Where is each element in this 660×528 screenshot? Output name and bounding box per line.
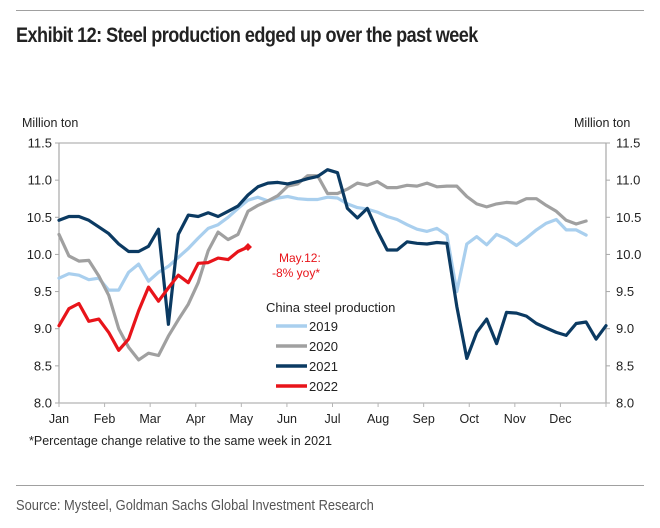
series-line-2021 [57, 168, 608, 360]
right-y-tick-label: 11.0 [616, 173, 640, 188]
left-y-tick-label: 11.0 [28, 173, 52, 188]
x-tick-label: Jun [277, 412, 297, 426]
left-y-tick-label: 9.5 [34, 284, 52, 299]
legend-label-2021: 2021 [309, 359, 338, 374]
legend: China steel production 2019 2020 2021 2022 [266, 300, 395, 394]
right-y-tick-label: 11.5 [616, 136, 640, 151]
top-divider [16, 10, 644, 11]
series-line-2020 [57, 174, 588, 362]
legend-title: China steel production [266, 300, 395, 315]
axes: 8.0 8.0 8.5 8.5 9.0 9.0 9.5 9.5 10.0 10.0 10.5 10.5… [27, 136, 642, 427]
left-y-tick-label: 9.0 [34, 321, 52, 336]
x-tick-label: Dec [549, 412, 571, 426]
annotation-line1: May.12: [279, 251, 321, 265]
annotation: May.12: -8% yoy* [272, 251, 321, 280]
legend-label-2020: 2020 [309, 339, 338, 354]
x-tick-label: Aug [367, 412, 389, 426]
right-y-tick-label: 10.5 [616, 210, 641, 225]
footnote: *Percentage change relative to the same … [29, 434, 332, 448]
x-tick-label: Jan [49, 412, 69, 426]
bottom-divider [16, 485, 644, 486]
right-y-tick-label: 8.5 [616, 358, 634, 373]
left-y-tick-label: 10.5 [27, 210, 52, 225]
right-y-tick-label: 8.0 [616, 396, 634, 411]
chart-title: Exhibit 12: Steel production edged up ov… [16, 24, 478, 47]
x-tick-label: Mar [139, 412, 161, 426]
left-y-tick-label: 10.0 [27, 247, 52, 262]
x-tick-label: Nov [504, 412, 527, 426]
left-axis-unit: Million ton [22, 116, 79, 130]
series-line-2019 [57, 194, 588, 294]
x-tick-label: Apr [186, 412, 205, 426]
x-tick-label: Sep [413, 412, 435, 426]
series-line-2022 [57, 245, 250, 352]
annotation-line2: -8% yoy* [272, 266, 320, 280]
series-layer [57, 168, 608, 362]
x-tick-label: Oct [460, 412, 480, 426]
x-tick-label: Jul [325, 412, 341, 426]
right-axis-unit: Million ton [574, 116, 631, 130]
legend-label-2019: 2019 [309, 319, 338, 334]
series-end-marker-2022 [243, 243, 252, 251]
source-note: Source: Mysteel, Goldman Sachs Global In… [16, 497, 374, 514]
legend-label-2022: 2022 [309, 379, 338, 394]
right-y-tick-label: 9.5 [616, 284, 634, 299]
left-y-tick-label: 8.5 [34, 358, 52, 373]
x-tick-label: Feb [94, 412, 116, 426]
right-y-tick-label: 10.0 [616, 247, 641, 262]
right-y-tick-label: 9.0 [616, 321, 634, 336]
x-tick-label: May [230, 412, 254, 426]
left-y-tick-label: 8.0 [34, 396, 52, 411]
left-y-tick-label: 11.5 [28, 136, 52, 151]
